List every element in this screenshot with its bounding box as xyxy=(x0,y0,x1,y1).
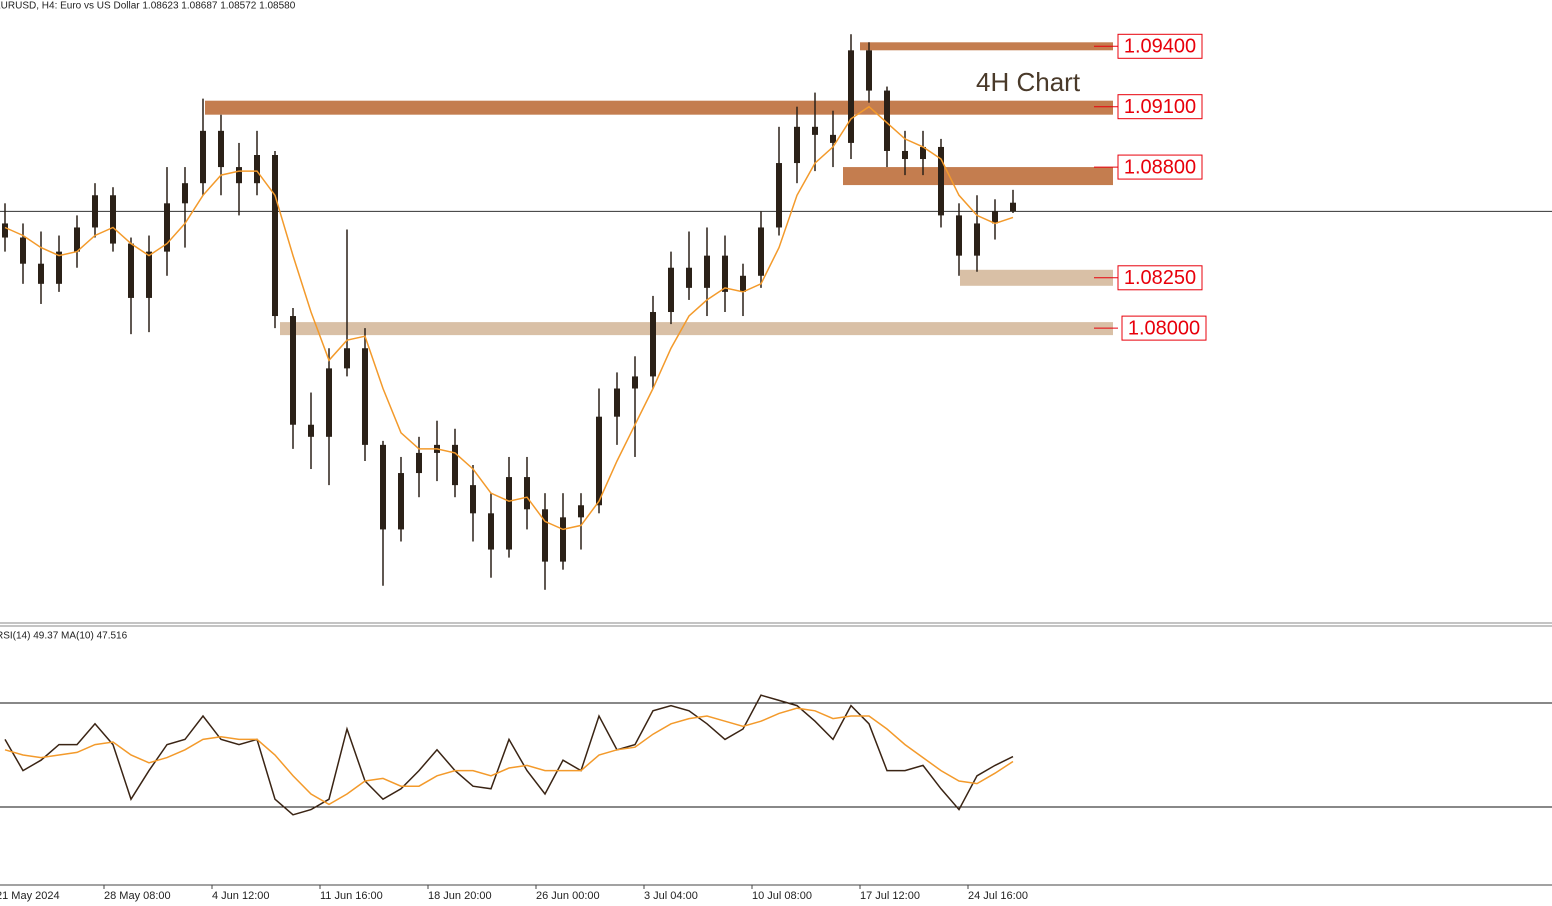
x-tick-label: 24 Jul 16:00 xyxy=(968,890,1028,902)
level-label-box xyxy=(1117,33,1203,59)
candle-body xyxy=(560,517,566,562)
candle-body xyxy=(218,130,224,168)
candle-body xyxy=(740,275,746,292)
level-zone xyxy=(205,100,1113,115)
candle-body xyxy=(722,255,728,292)
candle-body xyxy=(92,195,98,228)
candle-body xyxy=(254,155,260,184)
level-zone xyxy=(843,167,1113,186)
x-tick-label: 28 May 08:00 xyxy=(104,890,171,902)
x-tick-label: 4 Jun 12:00 xyxy=(212,890,270,902)
candle-body xyxy=(20,237,26,264)
level-zone xyxy=(860,42,1113,51)
candle-body xyxy=(128,243,134,298)
x-tick-label: 17 Jul 12:00 xyxy=(860,890,920,902)
candle-body xyxy=(542,509,548,562)
candle-body xyxy=(326,368,332,437)
candle-body xyxy=(146,251,152,298)
candle-body xyxy=(956,215,962,256)
level-label-box xyxy=(1117,265,1203,291)
candle-body xyxy=(938,146,944,216)
candle-body xyxy=(650,312,656,377)
candle-body xyxy=(1010,202,1016,212)
level-label: 1.08000 xyxy=(1128,317,1200,339)
candle-body xyxy=(524,477,530,510)
candle-body xyxy=(614,388,620,417)
candle-body xyxy=(974,223,980,256)
candle-body xyxy=(452,444,458,486)
candle-body xyxy=(236,167,242,184)
x-tick-label: 3 Jul 04:00 xyxy=(644,890,698,902)
candle-body xyxy=(38,263,44,284)
level-zone xyxy=(280,322,1113,336)
annotation: 4H Chart xyxy=(976,67,1081,97)
x-tick-label: 26 Jun 00:00 xyxy=(536,890,600,902)
level-zone xyxy=(960,269,1113,286)
level-label-box xyxy=(1121,315,1207,341)
x-tick-label: 10 Jul 08:00 xyxy=(752,890,812,902)
candle-body xyxy=(632,376,638,389)
candle-body xyxy=(776,163,782,228)
candle-body xyxy=(416,452,422,474)
chart-title: EURUSD, H4: Euro vs US Dollar 1.08623 1.… xyxy=(0,1,296,12)
candle-body xyxy=(506,477,512,550)
rsi-ma-line xyxy=(4,707,1014,806)
candle-body xyxy=(200,130,206,184)
candle-body xyxy=(902,150,908,160)
candle-body xyxy=(884,90,890,151)
x-tick-label: 11 Jun 16:00 xyxy=(320,890,383,902)
x-tick-label: 18 Jun 20:00 xyxy=(428,890,492,902)
moving-average xyxy=(4,105,1014,531)
candle-body xyxy=(758,227,764,276)
candle-body xyxy=(272,155,278,317)
candle-body xyxy=(164,203,170,252)
level-label: 1.08800 xyxy=(1124,156,1196,178)
candle-body xyxy=(56,251,62,284)
level-label: 1.09400 xyxy=(1124,36,1196,58)
candle-body xyxy=(2,223,8,238)
candle-body xyxy=(488,513,494,550)
level-label: 1.08250 xyxy=(1124,267,1196,289)
candle-body xyxy=(992,211,998,224)
level-label: 1.09100 xyxy=(1124,96,1196,118)
candle-body xyxy=(866,50,872,91)
candle-body xyxy=(380,444,386,530)
candle-body xyxy=(110,195,116,244)
candle-body xyxy=(920,146,926,160)
level-label-box xyxy=(1117,154,1203,180)
candle-body xyxy=(308,424,314,437)
candle-body xyxy=(182,183,188,204)
candle-body xyxy=(362,348,368,445)
candle-body xyxy=(470,485,476,514)
level-label-box xyxy=(1117,94,1203,120)
x-tick-label: 21 May 2024 xyxy=(0,890,60,902)
candle-body xyxy=(578,505,584,518)
candle-body xyxy=(74,227,80,252)
rsi-label: RSI(14) 49.37 MA(10) 47.516 xyxy=(0,631,128,642)
candle-body xyxy=(344,348,350,369)
candle-body xyxy=(794,126,800,164)
candle-body xyxy=(812,126,818,135)
candle-body xyxy=(596,416,602,506)
candle-body xyxy=(398,473,404,530)
candle-body xyxy=(668,267,674,313)
candle-body xyxy=(704,255,710,288)
candle-body xyxy=(830,134,836,143)
candle-body xyxy=(848,50,854,143)
candle-body xyxy=(290,316,296,425)
candle-body xyxy=(686,267,692,288)
